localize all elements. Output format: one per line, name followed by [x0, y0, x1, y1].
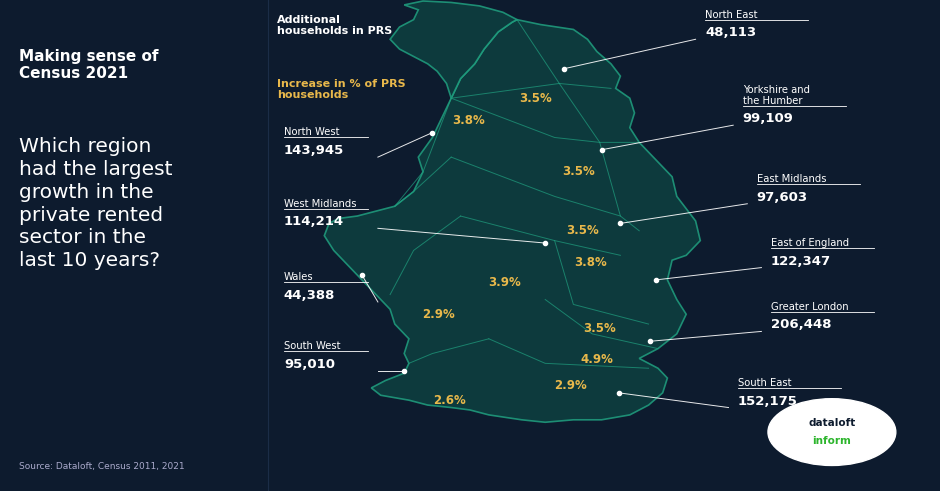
- Text: Additional
households in PRS: Additional households in PRS: [277, 15, 393, 36]
- Text: Wales: Wales: [284, 273, 314, 282]
- Text: 152,175: 152,175: [738, 395, 798, 408]
- Text: 114,214: 114,214: [284, 216, 344, 228]
- Text: 2.6%: 2.6%: [433, 394, 465, 407]
- Text: 143,945: 143,945: [284, 144, 344, 157]
- Text: 122,347: 122,347: [771, 255, 831, 268]
- Text: 206,448: 206,448: [771, 319, 831, 331]
- Text: North West: North West: [284, 128, 339, 137]
- Text: 95,010: 95,010: [284, 358, 335, 371]
- Text: 3.8%: 3.8%: [574, 256, 606, 269]
- Text: 3.8%: 3.8%: [452, 114, 484, 127]
- Text: Making sense of
Census 2021: Making sense of Census 2021: [19, 49, 158, 82]
- Text: Source: Dataloft, Census 2011, 2021: Source: Dataloft, Census 2011, 2021: [19, 463, 184, 471]
- Circle shape: [768, 399, 896, 465]
- Text: Greater London: Greater London: [771, 302, 849, 312]
- Text: 3.5%: 3.5%: [520, 92, 552, 105]
- Text: Yorkshire and
the Humber: Yorkshire and the Humber: [743, 85, 809, 106]
- Polygon shape: [324, 20, 700, 422]
- Text: Which region
had the largest
growth in the
private rented
sector in the
last 10 : Which region had the largest growth in t…: [19, 137, 172, 270]
- Text: South West: South West: [284, 341, 340, 351]
- Text: South East: South East: [738, 378, 791, 388]
- Text: 2.9%: 2.9%: [422, 308, 454, 321]
- Text: 3.5%: 3.5%: [567, 224, 599, 237]
- Text: 44,388: 44,388: [284, 289, 336, 302]
- Text: North East: North East: [705, 10, 758, 20]
- Text: 3.5%: 3.5%: [584, 323, 616, 335]
- Text: Increase in % of PRS
households: Increase in % of PRS households: [277, 79, 406, 100]
- Text: 97,603: 97,603: [757, 191, 807, 204]
- Text: 4.9%: 4.9%: [581, 353, 613, 366]
- Text: dataloft: dataloft: [808, 418, 855, 428]
- Polygon shape: [390, 1, 517, 98]
- Text: 3.5%: 3.5%: [563, 165, 595, 178]
- Text: East of England: East of England: [771, 238, 849, 248]
- Text: 99,109: 99,109: [743, 112, 793, 125]
- Text: 3.9%: 3.9%: [489, 276, 521, 289]
- Text: West Midlands: West Midlands: [284, 199, 356, 209]
- Text: 2.9%: 2.9%: [555, 379, 587, 392]
- Text: 48,113: 48,113: [705, 27, 756, 39]
- Text: East Midlands: East Midlands: [757, 174, 826, 184]
- Text: inform: inform: [812, 436, 852, 446]
